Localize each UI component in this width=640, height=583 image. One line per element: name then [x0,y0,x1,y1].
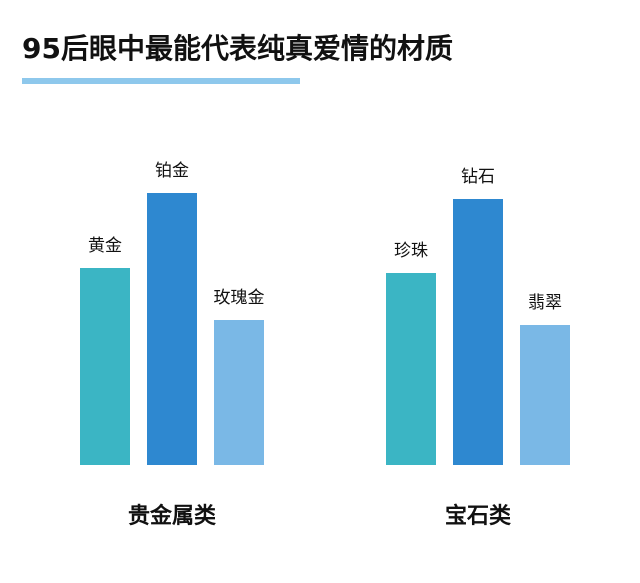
bar-label: 翡翠 [528,293,562,313]
group-label: 贵金属类 [128,503,217,529]
bar-label: 珍珠 [394,241,428,261]
title-underline [22,78,300,84]
bar [520,325,570,465]
bar-label: 铂金 [155,161,189,181]
bar [386,273,436,465]
bar-label: 黄金 [88,236,122,256]
chart-title: 95后眼中最能代表纯真爱情的材质 [22,32,453,65]
bar [147,193,197,465]
bar-label: 钻石 [461,167,495,187]
bar [453,199,503,465]
bar-label: 玫瑰金 [214,288,265,308]
group-label: 宝石类 [445,503,512,529]
bar [80,268,130,465]
bar [214,320,264,465]
